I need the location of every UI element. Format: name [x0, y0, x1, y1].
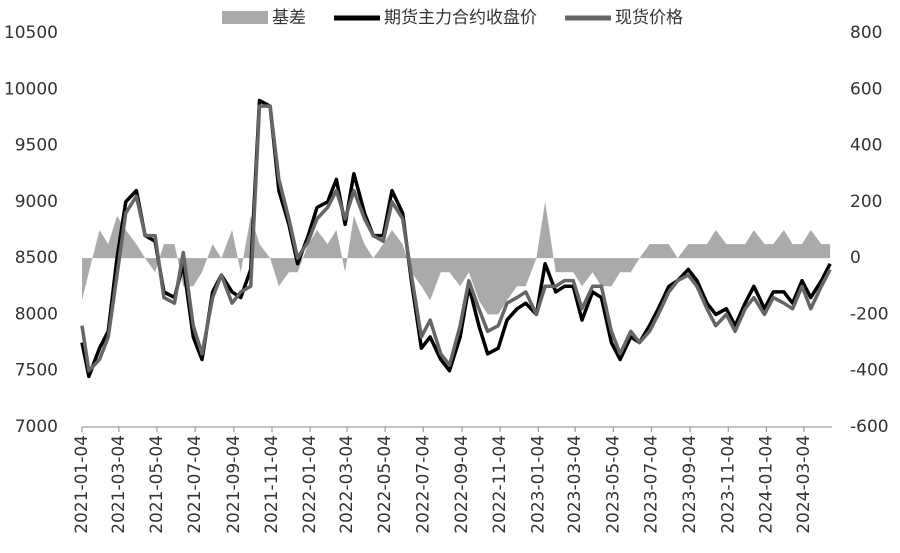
x-tick-label: 2024-01-04	[756, 435, 776, 534]
y-tick-label: 8500	[15, 248, 58, 268]
y2-tick-label: 0	[850, 248, 861, 268]
x-tick-label: 2024-03-04	[794, 435, 814, 534]
x-tick-label: 2023-03-04	[565, 435, 585, 534]
y2-tick-label: 800	[850, 23, 882, 43]
x-tick-label: 2023-09-04	[680, 435, 700, 534]
y2-tick-label: 400	[850, 136, 882, 156]
y2-tick-label: -600	[850, 417, 889, 437]
x-tick-label: 2022-09-04	[452, 435, 472, 534]
x-tick-label: 2023-05-04	[603, 435, 623, 534]
x-tick-label: 2021-03-04	[109, 435, 129, 534]
x-tick-label: 2023-01-04	[528, 435, 548, 534]
x-tick-label: 2022-11-04	[490, 435, 510, 534]
x-tick-label: 2022-03-04	[337, 435, 357, 534]
y2-tick-label: 200	[850, 192, 882, 212]
legend-label: 基差	[272, 8, 306, 28]
y2-tick-label: -200	[850, 304, 889, 324]
price-line	[80, 104, 832, 373]
legend-swatch	[222, 11, 268, 24]
x-tick-label: 2021-07-04	[185, 435, 205, 534]
basis-area	[82, 201, 831, 315]
legend-label: 期货主力合约收盘价	[384, 8, 537, 28]
x-tick-label: 2022-07-04	[413, 435, 433, 534]
y-tick-label: 9000	[15, 192, 58, 212]
y2-tick-label: -400	[850, 361, 889, 381]
y-tick-label: 7000	[15, 417, 58, 437]
y2-tick-label: 600	[850, 79, 882, 99]
x-tick-label: 2021-09-04	[224, 435, 244, 534]
y-tick-label: 10000	[4, 79, 58, 99]
x-tick-label: 2021-01-04	[72, 435, 92, 534]
x-tick-label: 2022-05-04	[375, 435, 395, 534]
x-tick-label: 2021-05-04	[147, 435, 167, 534]
y-tick-label: 8000	[15, 304, 58, 324]
y-tick-label: 7500	[15, 361, 58, 381]
y-tick-label: 9500	[15, 136, 58, 156]
x-tick-label: 2021-11-04	[262, 435, 282, 534]
legend-label: 现货价格	[615, 8, 683, 28]
y-tick-label: 10500	[4, 23, 58, 43]
x-tick-label: 2023-07-04	[641, 435, 661, 534]
x-tick-label: 2022-01-04	[300, 435, 320, 534]
x-tick-label: 2023-11-04	[718, 435, 738, 534]
